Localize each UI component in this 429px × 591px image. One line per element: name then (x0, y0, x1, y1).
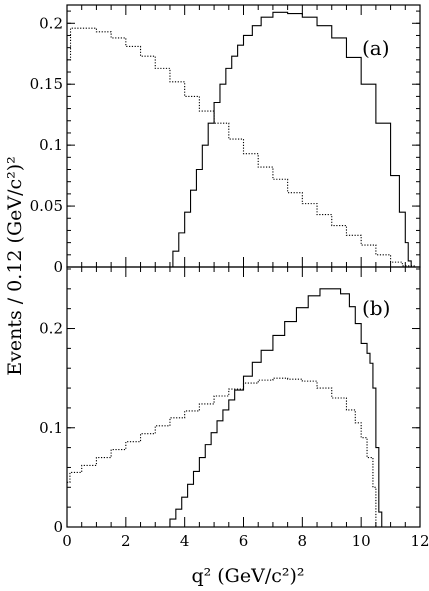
x-tick-label: 8 (298, 532, 308, 550)
x-tick-label: 2 (121, 532, 131, 550)
panel-a-label: (a) (362, 36, 390, 60)
x-tick-label: 4 (180, 532, 190, 550)
panel-a-y-tick-label: 0.2 (39, 14, 63, 32)
y-axis-title: Events / 0.12 (GeV/c²)² (4, 156, 26, 376)
panel-b-y-tick-label: 0 (53, 518, 63, 536)
panel-a-y-tick-label: 0.05 (30, 197, 63, 215)
panel-a-series-dotted (67, 27, 415, 267)
x-tick-label: 6 (239, 532, 249, 550)
panel-b-series-solid (67, 288, 383, 528)
panel-a: 0 0.05 0.1 0.15 0.2 (a) (30, 4, 421, 276)
panel-a-y-tick-label: 0.15 (30, 75, 63, 93)
panel-b-series (67, 288, 383, 528)
panel-a-y-tick-label: 0 (53, 258, 63, 276)
x-tick-label: 10 (352, 532, 371, 550)
panel-b-y-tick-label: 0.1 (39, 419, 63, 437)
panel-a-series-solid (67, 11, 412, 268)
x-axis-title: q² (GeV/c²)² (191, 565, 304, 587)
panel-b-label: (b) (362, 296, 390, 320)
panel-b-y-tick-label: 0.2 (39, 320, 63, 338)
panel-b: 0 0.1 0.2 (b) (39, 266, 421, 536)
x-tick-label: 0 (62, 532, 72, 550)
x-axis-tick-labels: 0 2 4 6 8 10 12 (62, 532, 429, 550)
panel-a-y-tick-label: 0.1 (39, 136, 63, 154)
panel-a-series (67, 11, 415, 268)
panel-a-ticks: 0 0.05 0.1 0.15 0.2 (30, 5, 421, 276)
panel-b-ticks: 0 0.1 0.2 (39, 267, 421, 536)
panel-b-series-dotted (67, 377, 377, 527)
x-tick-label: 12 (410, 532, 429, 550)
